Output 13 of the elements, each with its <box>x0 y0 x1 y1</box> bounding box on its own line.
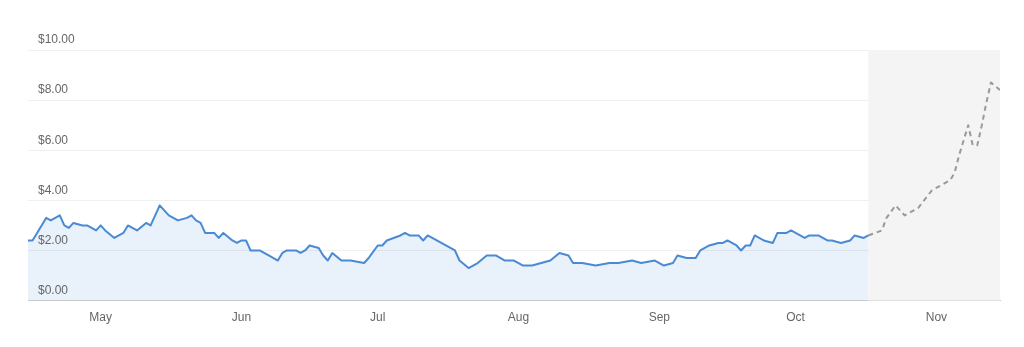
y-tick-label: $0.00 <box>38 282 69 297</box>
y-tick-label: $10.00 <box>38 32 76 47</box>
y-tick-label: $2.00 <box>38 232 69 247</box>
y-tick-label: $4.00 <box>38 182 69 197</box>
x-tick-label: Aug <box>507 310 530 325</box>
x-tick-label: Nov <box>925 310 948 325</box>
x-tick-label: May <box>89 310 113 325</box>
x-tick-label: Jun <box>231 310 252 325</box>
y-tick-label: $8.00 <box>38 82 69 97</box>
y-tick-label: $6.00 <box>38 132 69 147</box>
x-tick-label: Oct <box>786 310 806 325</box>
x-tick-label: Jul <box>370 310 386 325</box>
x-tick-label: Sep <box>648 310 671 325</box>
